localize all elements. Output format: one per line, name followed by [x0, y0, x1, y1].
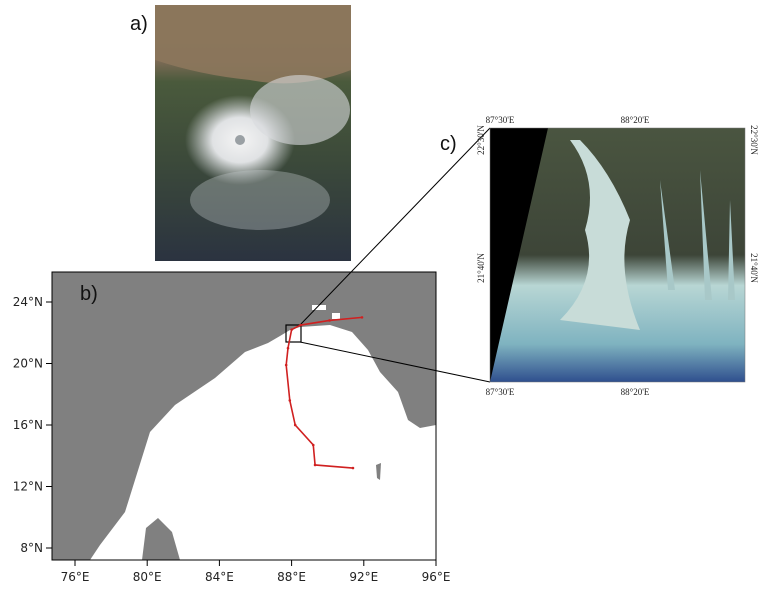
panel-label: b): [80, 283, 98, 305]
left-label: 21°40'N: [476, 253, 486, 283]
track-point: [314, 464, 317, 467]
left-label: 22°30'N: [476, 125, 486, 155]
y-tick-label: 16°N: [13, 418, 43, 432]
y-tick-label: 24°N: [13, 295, 43, 309]
right-label: 21°40'N: [749, 253, 759, 283]
track-point: [287, 347, 290, 350]
y-tick-label: 20°N: [13, 357, 43, 371]
track-point: [312, 444, 315, 447]
y-tick-label: 8°N: [20, 541, 43, 555]
satellite-image-c: [490, 128, 745, 382]
bottom-label: 87°30'E: [486, 387, 515, 397]
bottom-label: 88°20'E: [621, 387, 650, 397]
track-point: [285, 364, 288, 367]
track-point: [288, 399, 291, 402]
right-label: 22°30'N: [749, 125, 759, 155]
x-tick-label: 84°E: [205, 570, 234, 584]
track-point: [290, 328, 293, 331]
track-point: [294, 424, 297, 427]
x-tick-label: 76°E: [61, 570, 90, 584]
top-label: 88°20'E: [621, 115, 650, 125]
y-tick-label: 12°N: [13, 480, 43, 494]
top-label: 87°30'E: [486, 115, 515, 125]
map: [52, 272, 436, 560]
track-point: [328, 319, 331, 322]
figure: a) b) c) 24°N 20°N 16°N 12°N 8°N 76°E 80°E 84°E…: [0, 0, 760, 590]
x-tick-label: 92°E: [349, 570, 378, 584]
track-point: [361, 316, 364, 319]
track-point: [352, 467, 355, 470]
panel-label: a): [130, 13, 148, 35]
satellite-image-a: [155, 5, 351, 261]
panel-label: c): [440, 133, 457, 155]
x-tick-label: 96°E: [422, 570, 451, 584]
x-tick-label: 80°E: [133, 570, 162, 584]
x-tick-label: 88°E: [277, 570, 306, 584]
track-point: [299, 324, 302, 327]
